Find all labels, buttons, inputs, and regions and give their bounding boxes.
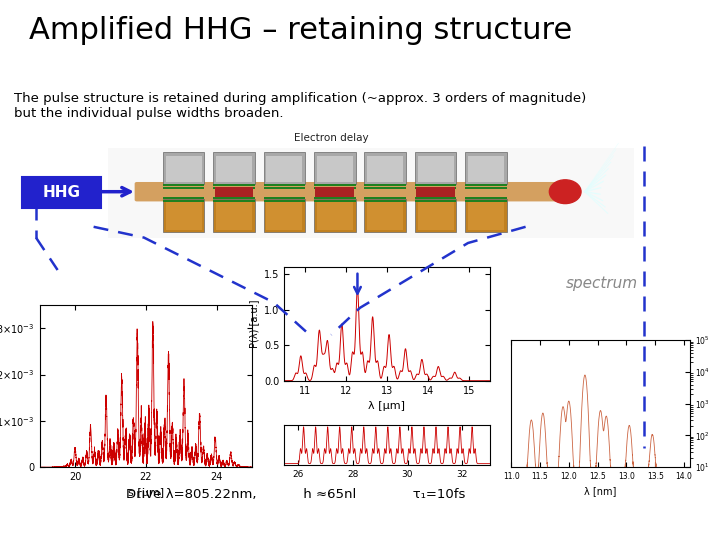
Bar [166, 202, 202, 230]
Bar [364, 199, 406, 232]
Bar [216, 156, 252, 182]
Bar [367, 202, 403, 230]
Bar [163, 197, 204, 199]
Bar [317, 202, 353, 230]
Bar [314, 184, 356, 186]
FancyBboxPatch shape [22, 177, 101, 208]
Bar [418, 156, 454, 182]
Bar [264, 200, 305, 202]
Bar [314, 187, 356, 189]
Bar [415, 187, 456, 189]
Bar [415, 197, 456, 199]
Bar [264, 197, 305, 199]
Text: Electron delay: Electron delay [294, 133, 369, 143]
Bar [364, 152, 406, 184]
Text: Amplified HHG – retaining structure: Amplified HHG – retaining structure [29, 16, 572, 45]
Bar [314, 199, 356, 232]
Bar [317, 156, 353, 182]
X-axis label: λ [nm]: λ [nm] [585, 487, 616, 496]
Bar [166, 156, 202, 182]
Bar [108, 148, 634, 238]
Bar [315, 187, 354, 197]
Y-axis label: P(λ) [a.u.]: P(λ) [a.u.] [248, 300, 258, 348]
Bar [468, 202, 504, 230]
Bar [163, 187, 204, 189]
Bar [264, 187, 305, 189]
Bar [364, 197, 406, 199]
Bar [415, 152, 456, 184]
Bar [163, 152, 204, 184]
Bar [213, 197, 255, 199]
Bar [163, 199, 204, 232]
Bar [163, 200, 204, 202]
Bar [416, 187, 455, 197]
Bar [264, 184, 305, 186]
Bar [418, 202, 454, 230]
Bar [213, 200, 255, 202]
X-axis label: s [μm]: s [μm] [127, 488, 164, 497]
Bar [415, 200, 456, 202]
Bar [364, 184, 406, 186]
Bar [213, 152, 255, 184]
X-axis label: λ [μm]: λ [μm] [369, 401, 405, 411]
Text: The pulse structure is retained during amplification (~approx. 3 orders of magni: The pulse structure is retained during a… [14, 92, 587, 120]
Bar [314, 200, 356, 202]
Bar [465, 200, 507, 202]
Bar [213, 184, 255, 186]
Bar [465, 199, 507, 232]
Text: spectrum: spectrum [566, 276, 638, 291]
Bar [163, 184, 204, 186]
Bar [364, 187, 406, 189]
FancyBboxPatch shape [135, 182, 564, 201]
Bar [314, 152, 356, 184]
Bar [215, 187, 253, 197]
Bar [465, 152, 507, 184]
Bar [415, 199, 456, 232]
Bar [465, 187, 507, 189]
Text: τ₁=10fs: τ₁=10fs [400, 488, 465, 501]
Bar [266, 202, 302, 230]
Text: HHG: HHG [42, 185, 80, 200]
Bar [264, 152, 305, 184]
Bar [465, 197, 507, 199]
Bar [314, 197, 356, 199]
Bar [415, 184, 456, 186]
Bar [367, 156, 403, 182]
Bar [216, 202, 252, 230]
Text: h ≈65nl: h ≈65nl [299, 488, 356, 501]
Bar [468, 156, 504, 182]
Bar [465, 184, 507, 186]
Bar [213, 199, 255, 232]
Bar [213, 187, 255, 189]
Text: Drive λ=805.22nm,: Drive λ=805.22nm, [126, 488, 256, 501]
Bar [264, 199, 305, 232]
Bar [266, 156, 302, 182]
Bar [364, 200, 406, 202]
Circle shape [549, 180, 581, 204]
